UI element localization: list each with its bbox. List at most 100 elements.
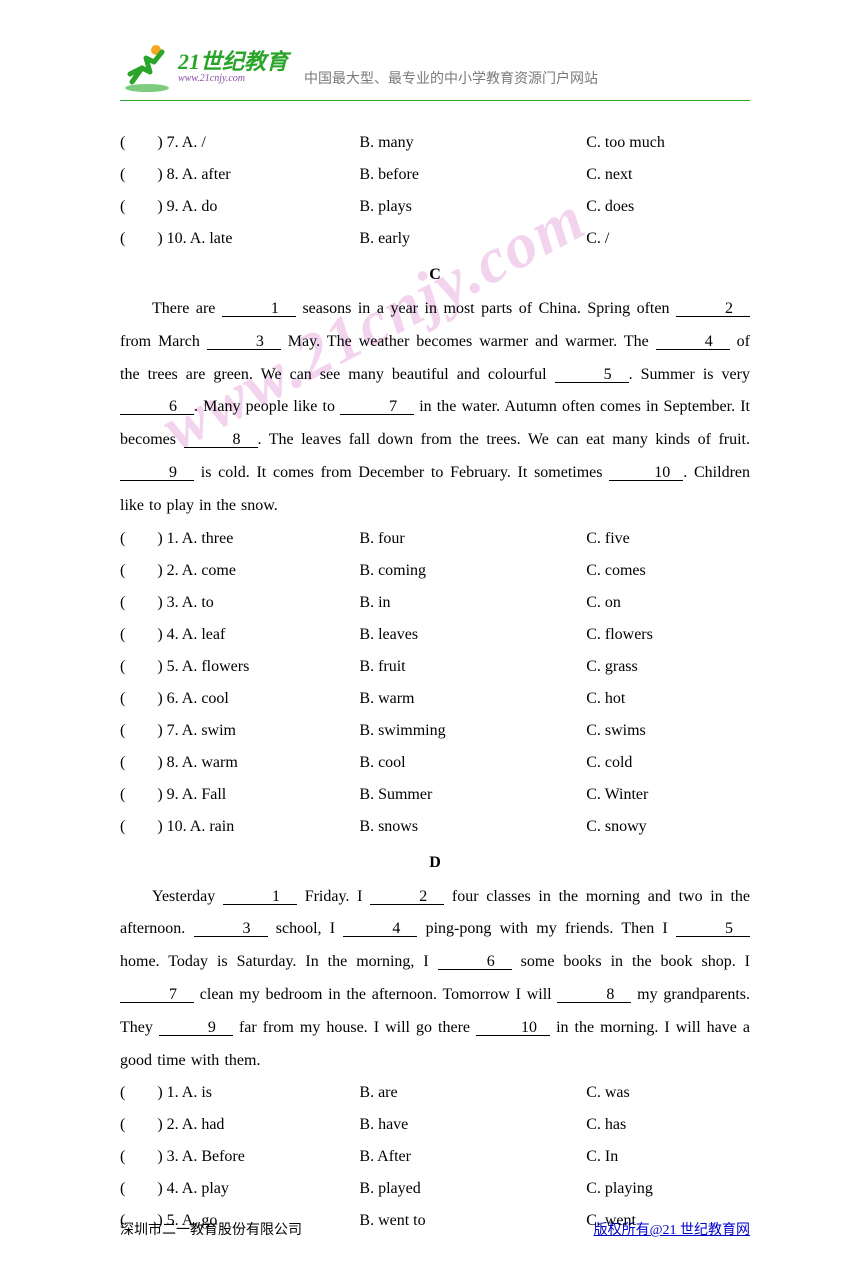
option-a[interactable]: ( ) 9. A. Fall [120,779,359,811]
option-c[interactable]: C. comes [586,555,750,587]
cloze-blank[interactable]: 3 [207,334,281,350]
option-b[interactable]: B. After [359,1141,586,1173]
cloze-blank[interactable]: 4 [656,334,730,350]
option-c[interactable]: C. snowy [586,811,750,843]
section-d-options: ( ) 1. A. isB. areC. was( ) 2. A. hadB. … [120,1077,750,1237]
cloze-blank[interactable]: 5 [676,921,750,937]
option-c[interactable]: C. cold [586,747,750,779]
option-a[interactable]: ( ) 2. A. come [120,555,359,587]
option-row: ( ) 2. A. comeB. comingC. comes [120,555,750,587]
option-c[interactable]: C. swims [586,715,750,747]
option-a[interactable]: ( ) 9. A. do [120,191,359,223]
cloze-blank[interactable]: 8 [184,432,258,448]
option-row: ( ) 5. A. goB. went toC. went [120,1205,750,1237]
cloze-blank[interactable]: 10 [609,465,683,481]
option-a[interactable]: ( ) 8. A. after [120,159,359,191]
option-b[interactable]: B. coming [359,555,586,587]
option-a[interactable]: ( ) 10. A. rain [120,811,359,843]
option-c[interactable]: C. flowers [586,619,750,651]
logo: 21世纪教育 www.21cnjy.com [120,40,288,94]
option-b[interactable]: B. early [359,223,586,255]
option-row: ( ) 10. A. lateB. earlyC. / [120,223,750,255]
option-c[interactable]: C. grass [586,651,750,683]
cloze-blank[interactable]: 5 [555,367,629,383]
option-row: ( ) 8. A. afterB. beforeC. next [120,159,750,191]
option-c[interactable]: C. five [586,523,750,555]
passage-c: There are 1 seasons in a year in most pa… [120,293,750,523]
cloze-blank[interactable]: 9 [159,1020,233,1036]
option-b[interactable]: B. before [359,159,586,191]
option-b[interactable]: B. snows [359,811,586,843]
option-row: ( ) 10. A. rainB. snowsC. snowy [120,811,750,843]
option-c[interactable]: C. In [586,1141,750,1173]
option-a[interactable]: ( ) 8. A. warm [120,747,359,779]
option-b[interactable]: B. fruit [359,651,586,683]
cloze-blank[interactable]: 6 [438,954,512,970]
cloze-blank[interactable]: 10 [476,1020,550,1036]
cloze-blank[interactable]: 2 [370,889,444,905]
passage-d: Yesterday 1 Friday. I 2 four classes in … [120,881,750,1078]
option-a[interactable]: ( ) 7. A. swim [120,715,359,747]
option-b[interactable]: B. cool [359,747,586,779]
option-b[interactable]: B. many [359,127,586,159]
option-c[interactable]: C. has [586,1109,750,1141]
cloze-blank[interactable]: 2 [676,301,750,317]
section-d-label: D [120,847,750,879]
option-c[interactable]: C. next [586,159,750,191]
option-a[interactable]: ( ) 7. A. / [120,127,359,159]
option-row: ( ) 9. A. doB. playsC. does [120,191,750,223]
option-c[interactable]: C. / [586,223,750,255]
option-a[interactable]: ( ) 5. A. go [120,1205,359,1237]
cloze-blank[interactable]: 8 [557,987,631,1003]
option-c[interactable]: C. on [586,587,750,619]
top-options-block: ( ) 7. A. /B. manyC. too much( ) 8. A. a… [120,127,750,255]
runner-icon [120,40,174,94]
cloze-blank[interactable]: 3 [194,921,268,937]
option-c[interactable]: C. does [586,191,750,223]
page-header: 21世纪教育 www.21cnjy.com 中国最大型、最专业的中小学教育资源门… [120,40,750,101]
option-c[interactable]: C. was [586,1077,750,1109]
option-row: ( ) 3. A. BeforeB. AfterC. In [120,1141,750,1173]
option-a[interactable]: ( ) 10. A. late [120,223,359,255]
section-c-label: C [120,259,750,291]
logo-title: 21世纪教育 [178,51,288,73]
option-c[interactable]: C. Winter [586,779,750,811]
cloze-blank[interactable]: 9 [120,465,194,481]
option-row: ( ) 3. A. toB. inC. on [120,587,750,619]
cloze-blank[interactable]: 1 [222,301,296,317]
option-c[interactable]: C. went [586,1205,750,1237]
option-a[interactable]: ( ) 1. A. three [120,523,359,555]
option-a[interactable]: ( ) 5. A. flowers [120,651,359,683]
option-c[interactable]: C. playing [586,1173,750,1205]
option-a[interactable]: ( ) 3. A. to [120,587,359,619]
option-a[interactable]: ( ) 3. A. Before [120,1141,359,1173]
logo-url: www.21cnjy.com [178,73,288,84]
option-row: ( ) 8. A. warmB. coolC. cold [120,747,750,779]
option-b[interactable]: B. four [359,523,586,555]
option-b[interactable]: B. leaves [359,619,586,651]
option-c[interactable]: C. hot [586,683,750,715]
option-b[interactable]: B. in [359,587,586,619]
option-b[interactable]: B. plays [359,191,586,223]
cloze-blank[interactable]: 4 [343,921,417,937]
cloze-blank[interactable]: 7 [120,987,194,1003]
option-b[interactable]: B. swimming [359,715,586,747]
option-a[interactable]: ( ) 1. A. is [120,1077,359,1109]
option-b[interactable]: B. Summer [359,779,586,811]
option-a[interactable]: ( ) 4. A. play [120,1173,359,1205]
option-a[interactable]: ( ) 2. A. had [120,1109,359,1141]
cloze-blank[interactable]: 6 [120,399,194,415]
option-row: ( ) 9. A. FallB. SummerC. Winter [120,779,750,811]
option-b[interactable]: B. warm [359,683,586,715]
option-b[interactable]: B. played [359,1173,586,1205]
cloze-blank[interactable]: 7 [340,399,414,415]
option-row: ( ) 7. A. /B. manyC. too much [120,127,750,159]
option-a[interactable]: ( ) 6. A. cool [120,683,359,715]
option-b[interactable]: B. went to [359,1205,586,1237]
option-c[interactable]: C. too much [586,127,750,159]
cloze-blank[interactable]: 1 [223,889,297,905]
option-b[interactable]: B. are [359,1077,586,1109]
option-b[interactable]: B. have [359,1109,586,1141]
option-row: ( ) 6. A. coolB. warmC. hot [120,683,750,715]
option-a[interactable]: ( ) 4. A. leaf [120,619,359,651]
